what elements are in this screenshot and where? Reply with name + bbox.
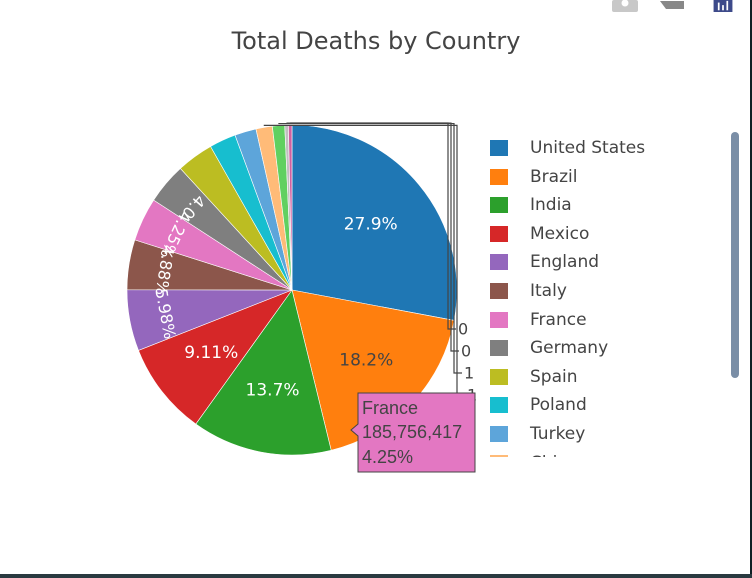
legend-item-france[interactable]: France [480,302,720,330]
legend-swatch [490,397,508,414]
camera-icon[interactable] [612,0,638,12]
window-edge [0,574,752,578]
slice-label-brazil: 18.2% [339,350,393,370]
outside-slice-label: 0 [458,320,468,339]
legend-label: Chi [530,453,557,457]
legend-swatch [490,340,508,357]
legend: United States Brazil India Mexico England Ita… [480,130,730,457]
tooltip-percent: 4.25% [362,447,413,467]
tooltip-box [350,392,476,473]
legend-label: Germany [530,338,609,359]
pie-slice-india[interactable] [195,289,332,456]
legend-label: Turkey [530,424,586,444]
legend-label: India [530,195,572,216]
legend-swatch [490,311,508,328]
outside-slice-label: 1 [464,364,474,383]
legend-label: Spain [530,366,578,387]
legend-scrollbar[interactable] [731,132,739,378]
pie-slice-mexico[interactable] [138,289,293,425]
legend-swatch [490,426,508,442]
legend-label: Italy [530,281,567,301]
legend-item-poland[interactable]: Poland [480,387,720,415]
legend-swatch [490,454,508,457]
legend-label: France [530,309,587,330]
legend-label: Brazil [530,166,578,187]
legend-item-italy[interactable]: Italy [480,273,720,301]
legend-swatch [490,283,508,299]
legend-item-brazil[interactable]: Brazil [480,159,720,187]
legend-swatch [490,168,508,185]
chart-title: Total Deaths by Country [231,27,521,55]
legend-item-chi[interactable]: Chi [480,445,720,457]
legend-item-mexico[interactable]: Mexico [480,216,720,244]
legend-item-united-states[interactable]: United States [480,130,720,158]
modebar [602,0,742,14]
slice-label-united-states: 27.9% [344,215,398,235]
legend-item-germany[interactable]: Germany [480,330,720,358]
legend-item-india[interactable]: India [480,187,720,215]
legend-item-turkey[interactable]: Turkey [480,416,720,444]
hover-tooltip: France 185,756,417 4.25% [350,392,476,473]
legend-label: England [530,252,600,273]
legend-item-spain[interactable]: Spain [480,359,720,387]
legend-label: United States [530,138,646,158]
outside-label-connector [278,122,462,374]
outside-slice-label: 0 [461,342,471,361]
legend-swatch [490,225,508,242]
tooltip-value: 185,756,417 [362,422,462,442]
legend-swatch [490,368,508,385]
legend-label: Mexico [530,223,590,244]
legend-label: Poland [530,395,587,416]
legend-swatch [490,254,508,271]
legend-swatch [490,140,508,156]
tooltip-label: France [362,398,418,418]
pan-icon[interactable] [660,0,684,12]
slice-label-mexico: 9.11% [184,343,238,363]
legend-swatch [490,197,508,214]
slice-label-india: 13.7% [246,380,300,400]
legend-item-england[interactable]: England [480,244,720,272]
plotly-logo-icon[interactable] [712,0,734,12]
